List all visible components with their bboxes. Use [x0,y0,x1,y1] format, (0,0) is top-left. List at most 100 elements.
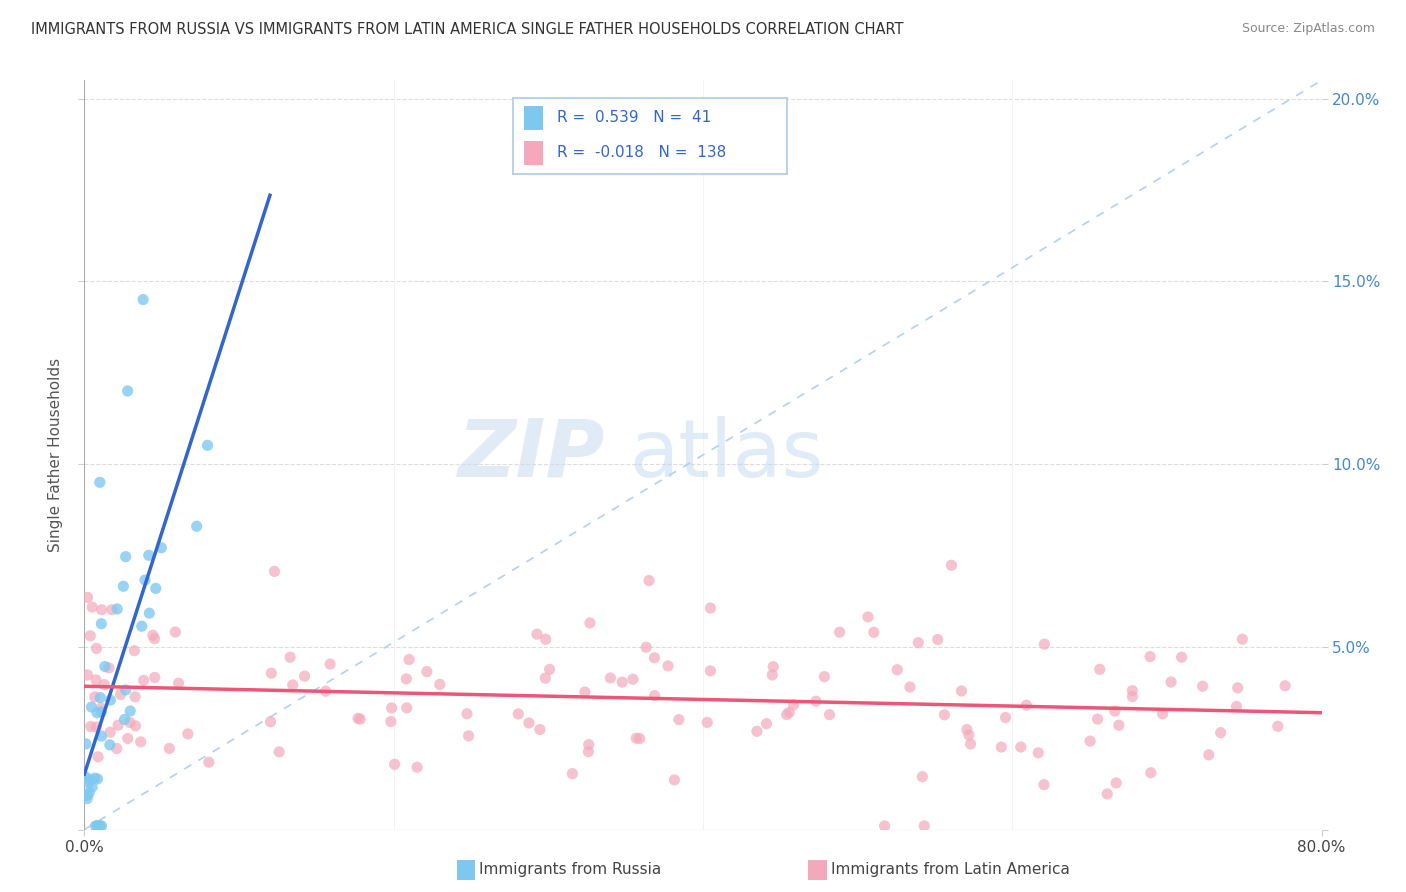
Point [990,740,1012,755]
Point [927,632,949,647]
Point [94,659,117,673]
Point [157,741,180,756]
Point [80,700,103,714]
Point [1198,747,1220,762]
Point [1026,746,1049,760]
Point [76,791,98,805]
Point [278,650,301,665]
Point [626,731,648,746]
Point [526,627,548,641]
Point [186,519,208,533]
Point [349,712,371,726]
Point [395,672,418,686]
Point [1033,778,1056,792]
Point [107,718,129,732]
Point [429,677,451,691]
Point [83,771,105,785]
FancyBboxPatch shape [524,106,543,130]
Point [86,706,108,720]
Point [745,724,768,739]
Point [132,293,155,307]
Point [534,671,557,685]
Point [117,384,139,398]
Point [117,731,139,746]
Point [75,737,97,751]
Point [315,684,337,698]
Point [82,780,104,794]
Point [143,632,166,646]
Point [1033,637,1056,651]
Point [77,776,100,790]
Y-axis label: Single Father Households: Single Father Households [48,358,63,552]
Point [110,688,132,702]
FancyBboxPatch shape [524,141,543,165]
Point [534,632,557,647]
Point [956,723,979,737]
Point [1139,649,1161,664]
Point [1078,734,1101,748]
Point [761,668,783,682]
Point [114,682,136,697]
Point [1105,776,1128,790]
Point [319,657,342,671]
Point [699,664,721,678]
Point [101,603,124,617]
Point [145,582,167,596]
Point [636,640,658,655]
Point [561,766,583,780]
Point [114,549,136,564]
Point [89,690,111,705]
Point [143,670,166,684]
Point [994,710,1017,724]
Point [873,819,896,833]
Point [621,672,644,686]
Point [114,713,136,727]
Point [398,652,420,666]
Point [957,728,980,742]
Point [90,819,112,833]
Point [384,757,406,772]
Point [198,755,221,769]
Point [381,701,404,715]
Point [696,715,718,730]
Text: IMMIGRANTS FROM RUSSIA VS IMMIGRANTS FROM LATIN AMERICA SINGLE FATHER HOUSEHOLDS: IMMIGRANTS FROM RUSSIA VS IMMIGRANTS FRO… [31,22,904,37]
Point [762,659,785,673]
Point [1152,706,1174,721]
Point [84,673,107,687]
Point [132,673,155,688]
Point [1108,718,1130,732]
Point [347,711,370,725]
Point [167,676,190,690]
Text: ZIP: ZIP [457,416,605,494]
Point [538,662,561,676]
Point [907,635,929,649]
Point [668,713,690,727]
Point [828,625,851,640]
Point [177,727,200,741]
Point [86,720,108,734]
Point [1121,690,1143,704]
Point [1121,683,1143,698]
Point [76,668,98,682]
Point [406,760,429,774]
Point [1088,662,1111,676]
Point [778,706,800,720]
Point [529,723,551,737]
Point [124,719,146,733]
Point [380,714,402,729]
Point [165,625,187,640]
Point [911,770,934,784]
Point [77,772,100,787]
Point [150,541,173,555]
Point [1010,739,1032,754]
Point [578,745,600,759]
Point [281,678,304,692]
Point [457,729,479,743]
Text: atlas: atlas [628,416,823,494]
Point [1232,632,1254,647]
Point [86,772,108,786]
Point [395,701,418,715]
Point [1267,719,1289,733]
Point [1015,698,1038,713]
Point [456,706,478,721]
